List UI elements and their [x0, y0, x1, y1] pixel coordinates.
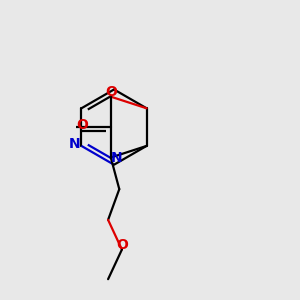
Text: N: N	[111, 151, 122, 164]
Text: N: N	[68, 137, 80, 151]
Text: O: O	[116, 238, 128, 252]
Text: O: O	[76, 118, 88, 133]
Text: O: O	[105, 85, 117, 99]
